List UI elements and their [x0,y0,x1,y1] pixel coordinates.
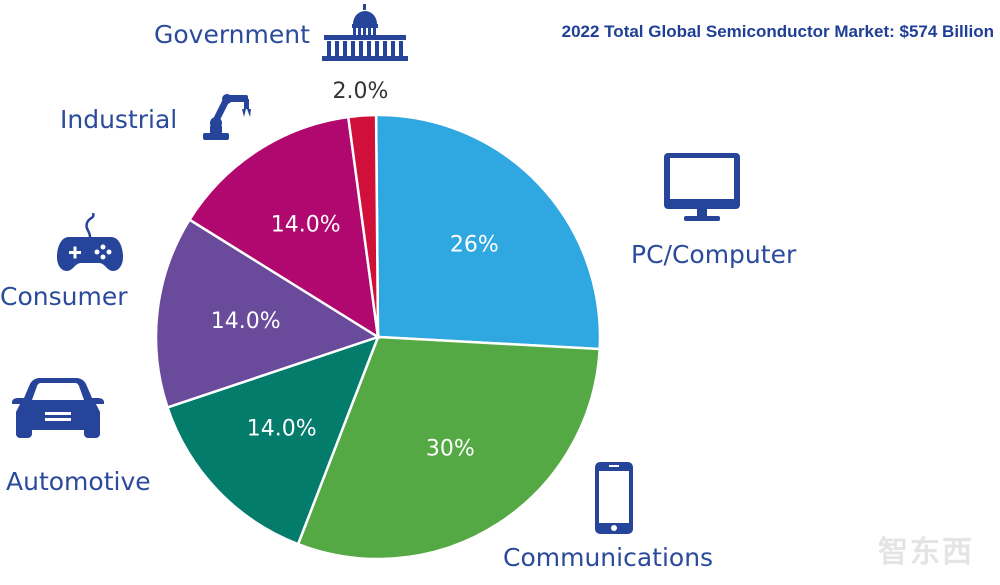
pie-slice-pc-computer [374,113,602,351]
car-icon [12,378,104,438]
pie-slice-government [346,113,380,338]
pie-slice-industrial [187,115,380,340]
capitol-building-icon [322,4,408,61]
data-label-communications: 30% [426,436,475,461]
monitor-icon [664,153,740,221]
category-label-communications: Communications [503,543,714,572]
watermark: 智东西 [878,535,974,570]
category-label-pc: PC/Computer [631,240,797,269]
data-label-industrial: 14.0% [271,213,341,238]
data-label-consumer: 14.0% [211,309,281,334]
category-label-industrial: Industrial [60,105,178,134]
category-label-government: Government [154,20,310,49]
category-label-consumer: Consumer [0,282,128,311]
category-label-automotive: Automotive [6,467,151,496]
data-label-automotive: 14.0% [247,417,317,442]
chart-title: 2022 Total Global Semiconductor Market: … [561,22,994,41]
data-label-government: 2.0% [332,79,388,104]
pie-slice-consumer [154,217,381,410]
data-label-pc-computer: 26% [450,232,499,257]
pie-slice-communications [296,335,601,561]
gamepad-icon [57,213,123,271]
pie-slice-automotive [165,334,381,546]
smartphone-icon [595,462,633,534]
robot-arm-icon [203,94,251,140]
